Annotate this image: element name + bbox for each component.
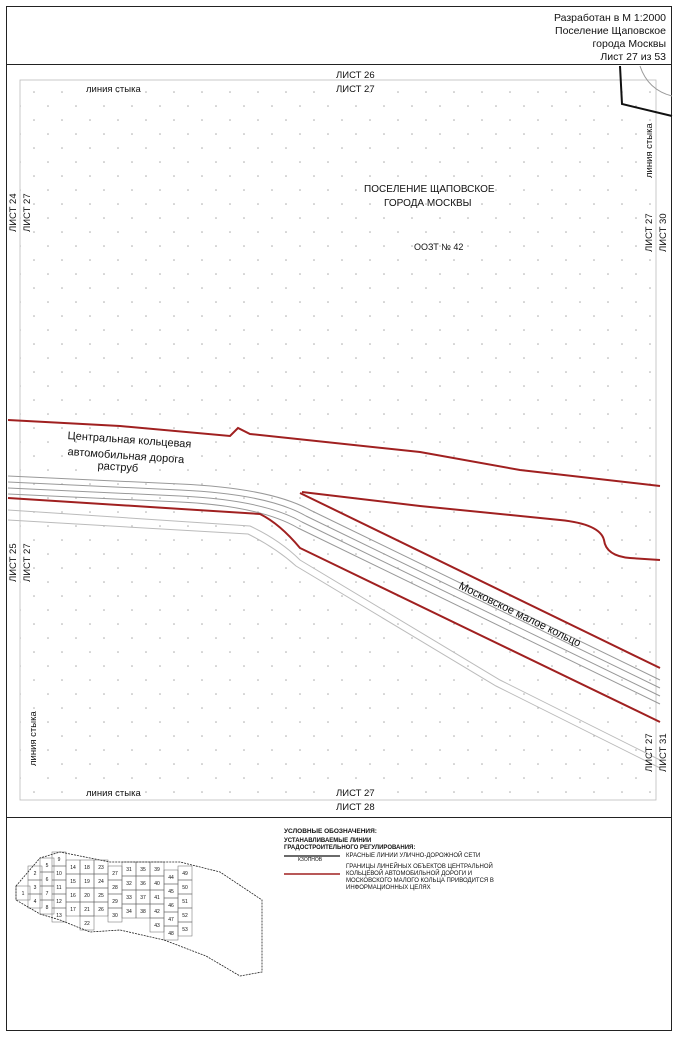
legend-item1-tag: КЗОПНОВ	[298, 857, 323, 863]
settlement-label-2: ГОРОДА МОСКВЫ	[384, 198, 472, 209]
index-cell-label: 45	[168, 889, 174, 895]
legend-item1-text: КРАСНЫЕ ЛИНИИ УЛИЧНО-ДОРОЖНОЙ СЕТИ	[346, 853, 481, 859]
index-cell-label: 17	[70, 907, 76, 913]
index-cell-label: 35	[140, 867, 146, 873]
zone-label: ООЗТ № 42	[414, 242, 464, 252]
index-cell-label: 7	[46, 891, 49, 897]
index-outline	[15, 851, 263, 977]
index-cell-label: 43	[154, 923, 160, 929]
index-cell-label: 52	[182, 913, 188, 919]
index-cell-label: 31	[126, 867, 132, 873]
index-cell	[177, 921, 193, 937]
index-cell-label: 30	[112, 913, 118, 919]
sheet-27-bottom-label: ЛИСТ 27	[336, 788, 375, 799]
index-cell-label: 37	[140, 895, 146, 901]
index-cell-label: 4	[34, 899, 37, 905]
title-block: Разработан в М 1:2000 Поселение Щаповско…	[554, 12, 666, 64]
index-cell-label: 32	[126, 881, 132, 887]
index-cell-label: 9	[58, 857, 61, 863]
legend-subtitle-2: ГРАДОСТРОИТЕЛЬНОГО РЕГУЛИРОВАНИЯ:	[284, 845, 416, 851]
index-cell-label: 6	[46, 877, 49, 883]
index-cell-label: 24	[98, 879, 104, 885]
index-cell-label: 46	[168, 903, 174, 909]
index-cell-label: 44	[168, 875, 174, 881]
index-cell-label: 48	[168, 931, 174, 937]
index-cell-label: 18	[84, 865, 90, 871]
sheet-boundary	[19, 79, 657, 801]
legend-item2-line3: МОСКОВСКОГО МАЛОГО КОЛЬЦА ПРИВОДИТСЯ В	[346, 878, 494, 884]
index-cell-label: 34	[126, 909, 132, 915]
index-cell-label: 53	[182, 927, 188, 933]
junction-top-label: линия стыка	[86, 84, 141, 95]
junction-bottom-label: линия стыка	[86, 788, 141, 799]
index-cell-label: 50	[182, 885, 188, 891]
ckad-road	[7, 475, 661, 769]
terrain-dots	[20, 80, 655, 800]
scale-text: Разработан в М 1:2000	[553, 12, 666, 24]
map-area	[6, 64, 672, 818]
index-cell-label: 47	[168, 917, 174, 923]
legend-subtitle-1: УСТАНАВЛИВАЕМЫЕ ЛИНИИ	[284, 838, 372, 844]
index-cell-label: 13	[56, 913, 62, 919]
corner-mark	[619, 65, 673, 117]
index-cell-label: 5	[46, 863, 49, 869]
red-lines	[7, 419, 661, 723]
index-cell-label: 12	[56, 899, 62, 905]
sheet-28-label: ЛИСТ 28	[336, 802, 375, 813]
index-cell-label: 8	[46, 905, 49, 911]
legend-item2-line2: КОЛЬЦЕВОЙ АВТОМОБИЛЬНОЙ ДОРОГИ И	[346, 871, 473, 877]
index-cell-label: 11	[56, 885, 61, 891]
index-cell-label: 38	[140, 909, 146, 915]
index-cell-label: 1	[22, 891, 25, 897]
sheet-27-top-label: ЛИСТ 27	[336, 84, 375, 95]
sheet-frame	[6, 6, 672, 1031]
sheet-26-label: ЛИСТ 26	[336, 70, 375, 81]
index-cell-label: 29	[112, 899, 118, 905]
index-cell	[79, 915, 95, 931]
index-cell-label: 36	[140, 881, 146, 887]
legend-title: УСЛОВНЫЕ ОБОЗНАЧЕНИЯ:	[284, 828, 377, 835]
index-cell-label: 10	[56, 871, 62, 877]
index-cell-label: 16	[70, 893, 76, 899]
sheet-number: Лист 27 из 53	[600, 51, 666, 63]
index-cell-label: 25	[98, 893, 104, 899]
index-cell-label: 20	[84, 893, 90, 899]
settlement-label-1: ПОСЕЛЕНИЕ ЩАПОВСКОЕ	[364, 184, 495, 195]
index-cell-label: 40	[154, 881, 160, 887]
index-cell-label: 14	[70, 865, 76, 871]
index-cell-label: 3	[34, 885, 37, 891]
index-cell-label: 28	[112, 885, 118, 891]
index-cell-label: 15	[70, 879, 76, 885]
index-cell-label: 49	[182, 871, 188, 877]
corner-curve	[639, 65, 673, 97]
index-cell-label: 51	[182, 899, 188, 905]
index-cell-label: 21	[84, 907, 90, 913]
index-cell-label: 41	[154, 895, 160, 901]
index-cell-label: 2	[34, 871, 37, 877]
index-cell-label: 27	[112, 871, 118, 877]
index-cell-label: 23	[98, 865, 104, 871]
city-text: города Москвы	[592, 38, 666, 50]
index-cell-label: 26	[98, 907, 104, 913]
legend-item2-line4: ИНФОРМАЦИОННЫХ ЦЕЛЯХ	[346, 885, 431, 891]
index-cell-label: 19	[84, 879, 90, 885]
settlement-text: Поселение Щаповское	[555, 25, 666, 37]
index-cell-label: 42	[154, 909, 160, 915]
legend-item2-line1: ГРАНИЦЫ ЛИНЕЙНЫХ ОБЪЕКТОВ ЦЕНТРАЛЬНОЙ	[346, 864, 493, 870]
index-cell	[27, 893, 43, 909]
index-cell-label: 33	[126, 895, 132, 901]
index-cell-label: 39	[154, 867, 160, 873]
index-cell	[39, 899, 55, 915]
index-cell-label: 22	[84, 921, 90, 927]
